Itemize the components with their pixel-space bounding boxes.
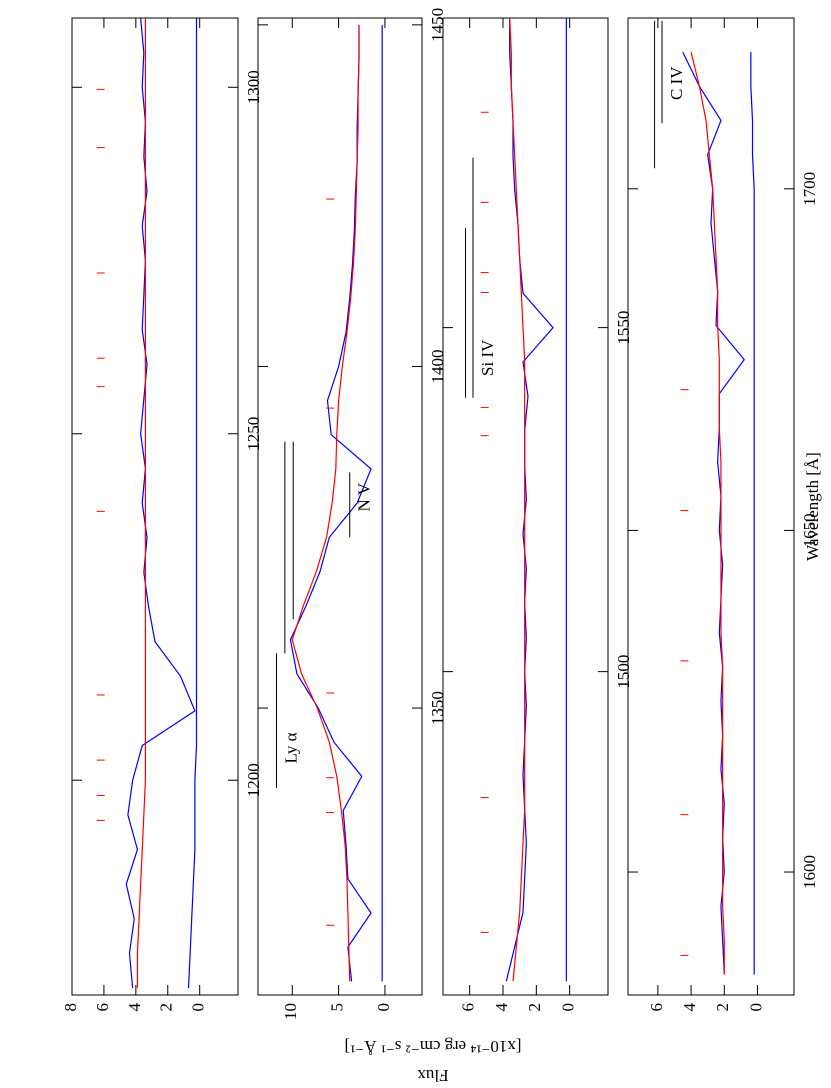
x-tick-label: 1250 [244,417,263,451]
panel-frame [442,17,609,996]
panel-frame [71,17,239,996]
spectrum-line [505,18,554,982]
y-tick-label: 6 [459,1003,478,1012]
x-tick-label: 1650 [800,513,819,547]
x-axis-label: Wavelength [Å] [803,452,822,561]
y-tick-label: 4 [125,1003,144,1012]
x-tick-label: 1450 [428,8,447,42]
x-tick-label: 1300 [244,70,263,104]
x-tick-label: 1600 [800,855,819,889]
spectrum-line [682,51,745,975]
annotation-label: Si IV [478,339,497,376]
annotation-label: Ly α [281,732,300,763]
y-tick-label: 4 [680,1003,699,1012]
spectrum-line [291,24,360,982]
spectrum-line [187,18,198,989]
y-tick-label: 6 [647,1003,666,1012]
panel-frame [257,17,423,996]
x-tick-label: 1500 [614,655,633,689]
annotation-label: N V [355,482,374,511]
panel-frame [627,17,795,996]
y-tick-label: 10 [281,1003,300,1020]
y-tick-label: 2 [157,1003,176,1012]
y-tick-label: 0 [374,1003,393,1012]
y-tick-label: 6 [93,1003,112,1012]
y-axis-label: [x10⁻¹⁴ erg cm⁻² s⁻¹ Å⁻¹] [344,1037,521,1056]
y-tick-label: 5 [328,1003,347,1012]
spectrum-line [690,52,725,975]
spectrum-line [289,24,372,982]
y-tick-label: 0 [746,1003,765,1012]
x-tick-label: 1400 [428,349,447,383]
y-tick-label: 2 [713,1003,732,1012]
y-tick-label: 0 [189,1003,208,1012]
y-tick-label: 2 [525,1003,544,1012]
annotation-label: C IV [667,66,686,100]
spectrum-line [750,52,755,975]
y-axis-label: Flux [417,1066,449,1085]
y-tick-label: 0 [559,1003,578,1012]
spectrum-line [509,17,526,982]
x-tick-label: 1200 [244,763,263,797]
y-tick-label: 4 [492,1003,511,1012]
spectrum-line [136,18,147,989]
spectrum-line [125,17,196,989]
y-tick-label: 8 [61,1003,80,1012]
x-tick-label: 1350 [428,691,447,725]
rotated-plot: 1200 1250 1300 0 2 4 6 8 1350 1400 1450 0 5 10 Ly α N V… [61,8,822,1085]
x-tick-label: 1700 [800,172,819,206]
x-tick-label: 1550 [614,311,633,345]
